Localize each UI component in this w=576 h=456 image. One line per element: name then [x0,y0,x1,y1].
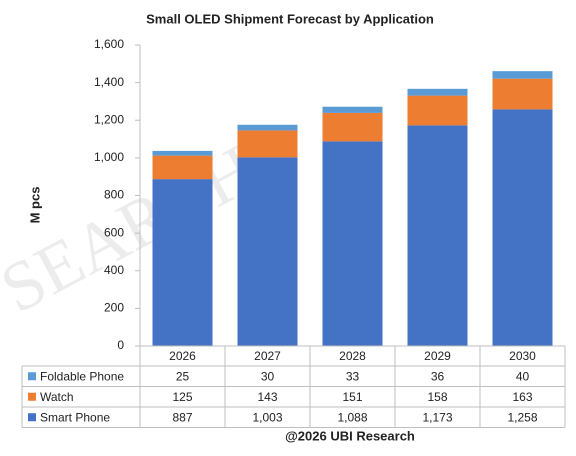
table-value: 30 [261,369,275,383]
table-value: 158 [427,390,447,404]
table-value: 151 [342,390,362,404]
bar-segment [237,157,298,346]
bar-segment [492,78,553,110]
table-value: 36 [431,369,445,383]
y-tick-label: 800 [104,188,124,202]
table-value: 1,003 [252,410,282,424]
y-tick-label: 1,400 [94,75,124,89]
source: @2026 UBI Research [285,428,415,443]
y-tick-label: 400 [104,263,124,277]
chart-title: Small OLED Shipment Forecast by Applicat… [146,11,434,26]
table-value: 1,173 [422,410,452,424]
bar-segment [407,125,468,346]
y-tick-label: 200 [104,301,124,315]
bar-segment [322,112,383,142]
y-tick-label: 0 [117,338,124,352]
bar-segment [492,71,553,79]
bar-segment [237,130,298,158]
x-tick-label: 2028 [339,349,366,363]
table-value: 25 [176,369,190,383]
table-value: 40 [516,369,530,383]
x-tick-label: 2029 [424,349,451,363]
table-value: 33 [346,369,360,383]
table-value: 1,088 [337,410,367,424]
bar-segment [152,179,213,346]
table-value: 143 [257,390,277,404]
bar-segment [407,88,468,96]
y-tick-label: 1,000 [94,150,124,164]
bar-segment [322,106,383,113]
x-tick-label: 2026 [169,349,196,363]
bar-segment [237,124,298,131]
x-tick-label: 2027 [254,349,281,363]
legend-label: Watch [40,390,74,404]
legend-swatch [28,392,36,401]
bar-segment [407,95,468,126]
watermark: SEARCH [0,131,269,329]
legend-swatch [28,413,36,422]
y-tick-label: 1,600 [94,37,124,51]
legend-swatch [28,372,36,381]
y-tick-label: 1,200 [94,112,124,126]
bar-segment [492,109,553,347]
table-value: 1,258 [507,410,537,424]
table-value: 163 [512,390,532,404]
table-value: 125 [172,390,192,404]
y-tick-label: 600 [104,225,124,239]
x-tick-label: 2030 [509,349,536,363]
bar-segment [152,150,213,156]
y-axis-label: M pcs [27,187,42,224]
legend-label: Smart Phone [40,410,110,424]
bar-segment [152,155,213,180]
legend-label: Foldable Phone [40,369,124,383]
table-value: 887 [172,410,192,424]
bar-segment [322,141,383,346]
